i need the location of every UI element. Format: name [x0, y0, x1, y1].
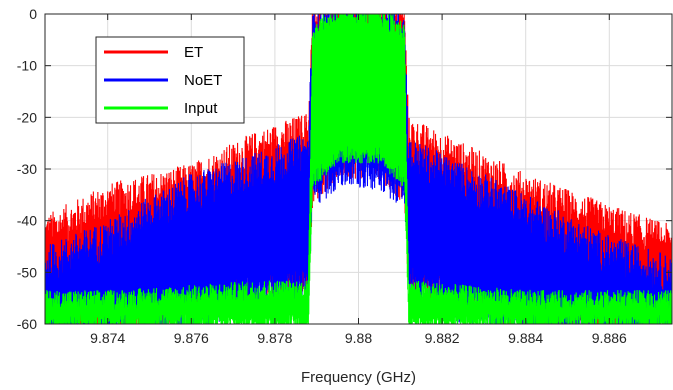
- y-tick-label: 0: [29, 6, 37, 22]
- y-tick-label: -50: [17, 264, 37, 280]
- legend: ET NoET Input: [95, 36, 245, 124]
- y-tick-label: -10: [17, 58, 37, 74]
- tick-labels: 9.874 9.876 9.878 9.88 9.882 9.884 9.886 0 -10 -2…: [17, 6, 627, 346]
- x-tick-label: 9.874: [90, 330, 125, 346]
- legend-label-noet: NoET: [184, 72, 222, 89]
- x-tick-label: 9.88: [345, 330, 372, 346]
- x-axis-title: Frequency (GHz): [301, 369, 416, 386]
- y-tick-label: -60: [17, 316, 37, 332]
- x-tick-label: 9.882: [425, 330, 460, 346]
- series-input: [45, 14, 672, 324]
- series-area: [45, 14, 672, 324]
- legend-label-input: Input: [184, 100, 218, 117]
- y-tick-label: -30: [17, 161, 37, 177]
- x-tick-label: 9.886: [592, 330, 627, 346]
- tick-marks: [45, 13, 672, 325]
- series-line-input: [45, 14, 672, 324]
- legend-label-et: ET: [184, 44, 203, 61]
- x-tick-label: 9.884: [508, 330, 543, 346]
- x-tick-label: 9.878: [257, 330, 292, 346]
- y-tick-label: -20: [17, 109, 37, 125]
- y-tick-label: -40: [17, 213, 37, 229]
- x-tick-label: 9.876: [174, 330, 209, 346]
